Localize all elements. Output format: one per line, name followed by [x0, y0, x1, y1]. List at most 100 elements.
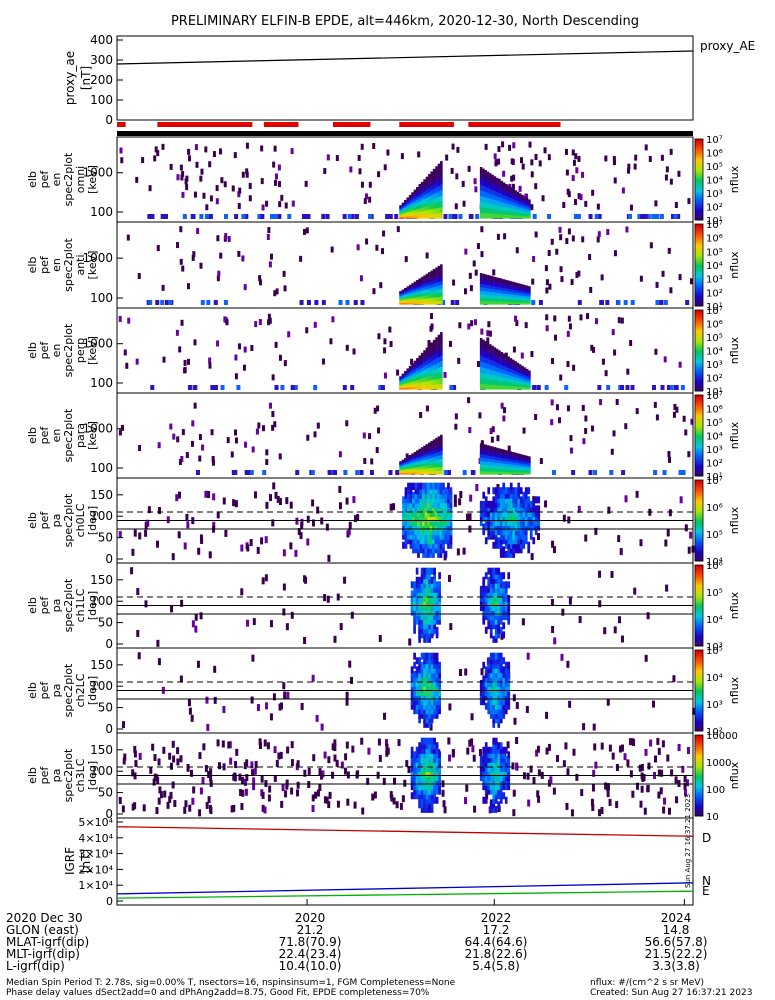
burst-cell [494, 787, 498, 795]
low-energy-pixel [274, 214, 279, 219]
burst-cell [489, 519, 493, 527]
colorbar-segment [695, 189, 703, 193]
burst-cell [399, 385, 402, 388]
burst-cell [489, 448, 492, 453]
burst-cell [479, 283, 483, 288]
burst-cell [482, 679, 486, 687]
noise-pixel [480, 226, 484, 233]
burst-cell [524, 509, 528, 517]
burst-cell [440, 383, 443, 390]
burst-cell [418, 368, 422, 373]
burst-cell [418, 702, 421, 710]
burst-cell [504, 500, 508, 508]
noise-pixel [255, 428, 259, 435]
low-energy-pixel [150, 385, 155, 390]
burst-cell [493, 185, 497, 191]
burst-cell [499, 679, 503, 687]
burst-cell [518, 364, 522, 368]
burst-cell [524, 537, 528, 545]
noise-pixel [465, 784, 469, 792]
noise-pixel [272, 693, 276, 701]
footer-col-1-line: 10.4(10.0) [278, 959, 342, 973]
burst-cell [425, 273, 429, 278]
colorbar-segment [695, 803, 703, 807]
noise-pixel [232, 804, 236, 812]
noise-pixel [536, 745, 540, 753]
burst-cell [423, 702, 426, 710]
noise-pixel [561, 608, 565, 616]
burst-cell [423, 755, 426, 763]
burst-cell [412, 491, 415, 499]
burst-cell [425, 679, 429, 687]
burst-cell [408, 286, 412, 290]
burst-cell [408, 213, 412, 217]
colorbar-segment [695, 496, 703, 499]
noise-pixel [550, 419, 554, 426]
pitch-tick-label: 150 [90, 488, 113, 502]
colorbar-segment [695, 401, 703, 404]
noise-pixel [188, 155, 192, 162]
footer-col-1-line: 22.4(23.4) [278, 947, 342, 961]
burst-cell [486, 171, 490, 178]
colorbar-label: nflux [728, 591, 741, 619]
burst-cell [479, 689, 483, 697]
burst-cell [435, 657, 439, 665]
noise-pixel [282, 549, 286, 557]
noise-pixel [429, 723, 433, 731]
burst-cell [412, 509, 415, 517]
noise-pixel [590, 344, 594, 351]
noise-pixel [273, 421, 277, 428]
burst-cell [502, 604, 506, 612]
burst-cell [491, 179, 494, 185]
noise-pixel [566, 768, 570, 776]
noise-pixel [689, 278, 693, 285]
burst-cell [482, 505, 486, 513]
burst-cell [423, 377, 426, 382]
burst-cell [428, 689, 431, 697]
noise-pixel [249, 539, 253, 547]
colorbar-label: nflux [728, 336, 741, 364]
colorbar-segment [695, 334, 703, 337]
burst-cell [416, 466, 419, 470]
burst-cell [500, 465, 504, 470]
burst-cell [482, 212, 485, 219]
proxy-ae-tick-label: 100 [90, 93, 113, 107]
low-energy-pixel [206, 300, 211, 305]
noise-pixel [240, 544, 244, 552]
burst-cell [423, 361, 426, 367]
burst-cell [499, 698, 503, 706]
burst-cell [525, 467, 529, 471]
burst-cell [482, 454, 485, 458]
burst-cell [489, 203, 492, 209]
burst-cell [429, 509, 433, 517]
burst-cell [489, 464, 492, 469]
noise-pixel [207, 796, 211, 804]
low-energy-pixel [333, 470, 338, 475]
low-energy-pixel [577, 300, 582, 305]
burst-cell [502, 365, 506, 370]
burst-cell [505, 210, 508, 215]
burst-cell [423, 373, 426, 378]
burst-cell [428, 204, 431, 210]
colorbar-tick-label: 10⁴ [706, 673, 723, 684]
burst-cell [416, 450, 419, 454]
burst-cell [495, 195, 499, 201]
burst-cell [422, 532, 425, 540]
noise-pixel [320, 723, 324, 731]
burst-cell [430, 778, 434, 786]
burst-cell [494, 505, 498, 513]
colorbar-segment [695, 773, 703, 776]
noise-pixel [305, 227, 309, 234]
burst-cell [479, 604, 483, 612]
noise-pixel [240, 588, 244, 596]
noise-pixel [260, 145, 264, 152]
noise-pixel [300, 702, 304, 710]
burst-cell [493, 300, 497, 305]
burst-cell [486, 458, 490, 462]
burst-cell [489, 594, 493, 602]
burst-cell [509, 519, 513, 527]
burst-cell [516, 197, 520, 202]
burst-cell [494, 792, 498, 800]
burst-cell [432, 379, 436, 385]
burst-cell [507, 461, 510, 465]
